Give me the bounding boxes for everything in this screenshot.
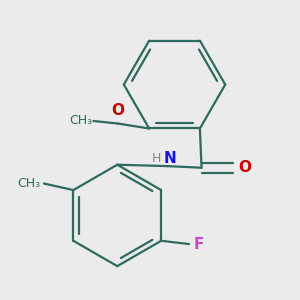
- Text: F: F: [194, 237, 204, 252]
- Text: N: N: [164, 152, 176, 166]
- Text: O: O: [238, 160, 251, 175]
- Text: H: H: [152, 152, 161, 165]
- Text: CH₃: CH₃: [69, 115, 92, 128]
- Text: O: O: [112, 103, 124, 118]
- Text: methoxy: methoxy: [88, 120, 94, 122]
- Text: CH₃: CH₃: [17, 177, 41, 190]
